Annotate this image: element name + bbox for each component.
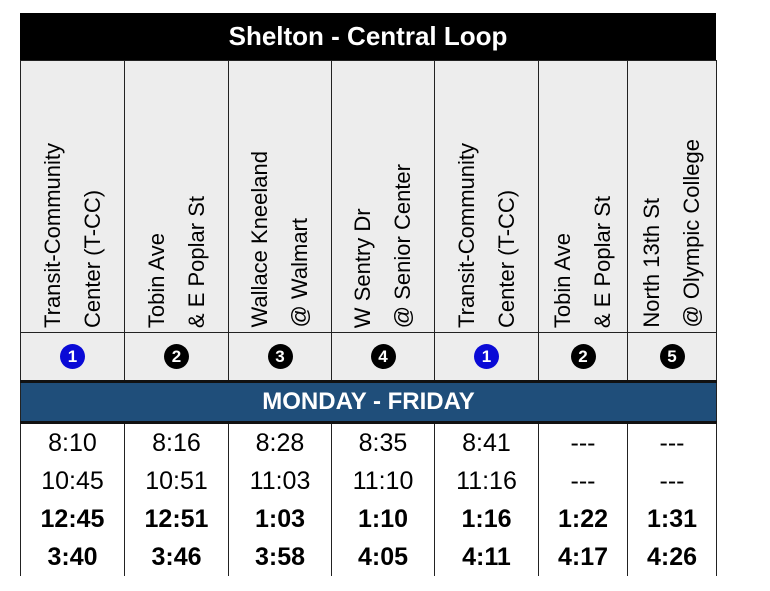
stop-number-badge: 1 <box>474 344 499 369</box>
time-cell: 8:41 <box>434 422 539 462</box>
stop-name: Tobin Ave & E Poplar St <box>543 196 623 328</box>
stop-number-badge: 4 <box>370 344 396 369</box>
trip-row: 12:45 12:51 1:03 1:10 1:16 1:22 1:31 <box>20 500 717 538</box>
stop-number-cell: 2 <box>124 332 229 382</box>
stop-number-badge: 3 <box>267 344 293 369</box>
time-cell: 3:40 <box>20 538 125 576</box>
stop-name: Tobin Ave & E Poplar St <box>137 196 217 328</box>
schedule-table-container: Shelton - Central Loop Transit-Community… <box>20 13 717 576</box>
time-cell: 4:05 <box>331 538 435 576</box>
timetable: Transit-Community Center (T-CC) Tobin Ave &… <box>20 60 717 576</box>
stop-name-line1: Transit-Community <box>39 143 65 328</box>
stop-number-cell: 4 <box>331 332 435 382</box>
time-cell: 10:51 <box>124 462 229 500</box>
stop-header: Transit-Community Center (T-CC) <box>434 60 539 333</box>
stop-name-line1: North 13th St <box>639 198 664 328</box>
stop-name-line1: W Sentry Dr <box>350 208 375 328</box>
time-cell: --- <box>627 422 717 462</box>
time-cell: 4:11 <box>434 538 539 576</box>
stop-name-line1: Tobin Ave <box>143 232 169 328</box>
stop-name-line2: Center (T-CC) <box>79 189 105 328</box>
stop-name-line1: Tobin Ave <box>550 232 575 328</box>
time-cell: 8:35 <box>331 422 435 462</box>
time-cell: 12:51 <box>124 500 229 538</box>
stop-number-cell: 5 <box>627 332 717 382</box>
stop-header: Tobin Ave & E Poplar St <box>538 60 628 333</box>
stop-number-badge: 5 <box>659 344 685 369</box>
stop-number-badge: 2 <box>164 344 189 369</box>
time-cell: 10:45 <box>20 462 125 500</box>
stop-number-badge: 1 <box>60 344 85 369</box>
stop-header: Tobin Ave & E Poplar St <box>124 60 229 333</box>
stop-name-line2: @ Senior Center <box>390 163 415 328</box>
stop-number-cell: 1 <box>434 332 539 382</box>
stop-name: Wallace Kneeland @ Walmart <box>240 151 320 328</box>
stop-number-cell: 2 <box>538 332 628 382</box>
time-cell: 1:16 <box>434 500 539 538</box>
stop-names-row: Transit-Community Center (T-CC) Tobin Ave &… <box>20 60 717 333</box>
time-cell: 11:16 <box>434 462 539 500</box>
stop-name-line2: & E Poplar St <box>590 195 615 328</box>
stop-name-line1: Wallace Kneeland <box>247 151 272 328</box>
time-cell: 8:10 <box>20 422 125 462</box>
schedule-band: MONDAY - FRIDAY <box>20 380 717 424</box>
stop-number-cell: 3 <box>228 332 332 382</box>
time-cell: 4:26 <box>627 538 717 576</box>
stop-header: North 13th St @ Olympic College <box>627 60 717 333</box>
time-cell: 4:17 <box>538 538 628 576</box>
stop-name-line2: & E Poplar St <box>183 195 209 328</box>
time-cell: 1:22 <box>538 500 628 538</box>
time-cell: 3:58 <box>228 538 332 576</box>
time-cell: 3:46 <box>124 538 229 576</box>
time-cell: 8:28 <box>228 422 332 462</box>
trip-row: 8:10 8:16 8:28 8:35 8:41 --- --- <box>20 422 717 462</box>
stop-name: Transit-Community Center (T-CC) <box>447 143 527 328</box>
time-cell: 1:03 <box>228 500 332 538</box>
time-cell: 11:10 <box>331 462 435 500</box>
schedule-label: MONDAY - FRIDAY <box>20 380 717 424</box>
stop-name-line2: Center (T-CC) <box>493 189 519 328</box>
time-cell: 8:16 <box>124 422 229 462</box>
stop-number-cell: 1 <box>20 332 125 382</box>
time-cell: --- <box>538 462 628 500</box>
time-cell: 1:10 <box>331 500 435 538</box>
time-cell: 1:31 <box>627 500 717 538</box>
stop-header: Transit-Community Center (T-CC) <box>20 60 125 333</box>
stop-number-row: 1 2 3 4 1 2 5 <box>20 332 717 382</box>
stop-name-line2: @ Olympic College <box>679 139 704 328</box>
stop-header: Wallace Kneeland @ Walmart <box>228 60 332 333</box>
trip-row: 10:45 10:51 11:03 11:10 11:16 --- --- <box>20 462 717 500</box>
stop-name: North 13th St @ Olympic College <box>632 139 712 328</box>
stop-number-badge: 2 <box>570 344 596 369</box>
route-title: Shelton - Central Loop <box>20 13 716 60</box>
stop-header: W Sentry Dr @ Senior Center <box>331 60 435 333</box>
stop-name: W Sentry Dr @ Senior Center <box>343 164 423 328</box>
time-cell: --- <box>627 462 717 500</box>
stop-name-line1: Transit-Community <box>453 143 479 328</box>
time-cell: --- <box>538 422 628 462</box>
stop-name-line2: @ Walmart <box>287 218 312 328</box>
time-cell: 12:45 <box>20 500 125 538</box>
trip-row: 3:40 3:46 3:58 4:05 4:11 4:17 4:26 <box>20 538 717 576</box>
time-cell: 11:03 <box>228 462 332 500</box>
stop-name: Transit-Community Center (T-CC) <box>33 143 113 328</box>
